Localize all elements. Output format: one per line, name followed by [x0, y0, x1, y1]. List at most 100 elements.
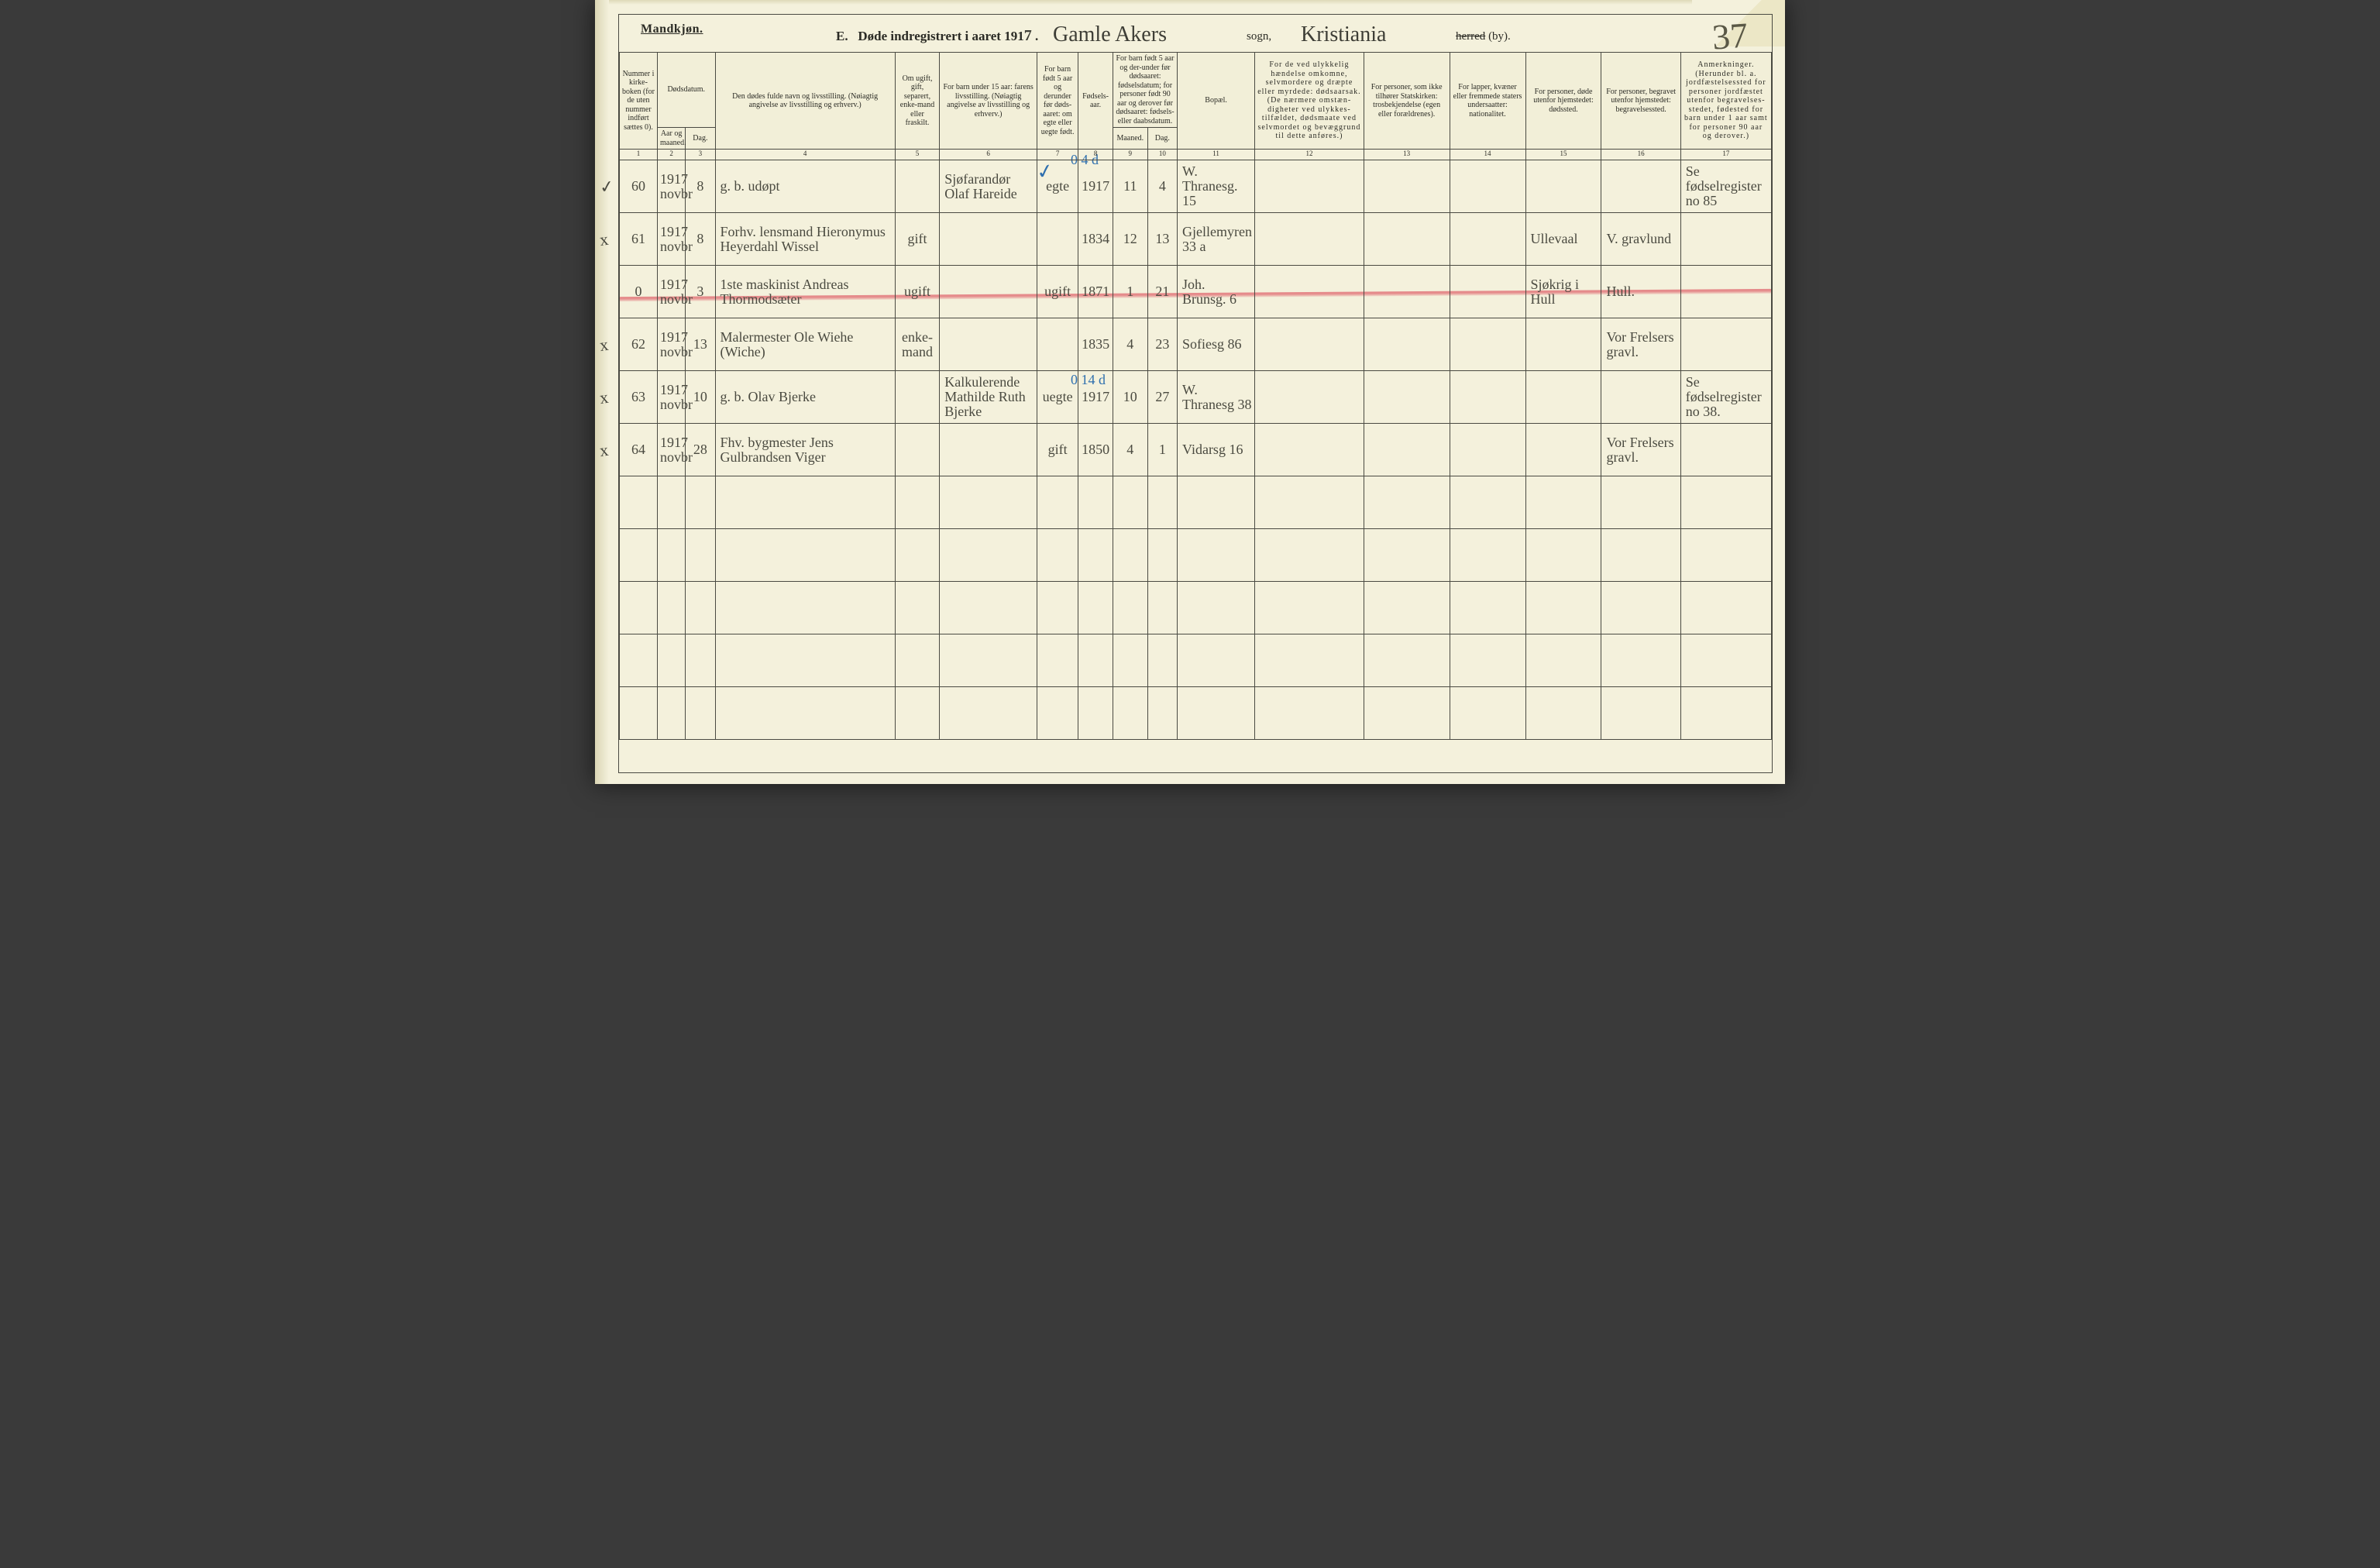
cell-b_m: 4 — [1113, 424, 1147, 476]
blank-cell — [1113, 582, 1147, 634]
cell-name: g. b. udøpt — [715, 160, 895, 213]
col-3-header: Dag. — [686, 128, 715, 150]
cell-parent: Sjøfarandør Olaf Hareide — [940, 160, 1037, 213]
blank-cell — [1078, 529, 1113, 582]
cell-year_month: 1917 novbr — [657, 266, 685, 318]
blank-cell — [1364, 582, 1450, 634]
cell-year_month: 1917 novbr — [657, 424, 685, 476]
cell-legit: uegte — [1037, 371, 1078, 424]
blank-cell — [1113, 634, 1147, 687]
blank-cell — [715, 582, 895, 634]
blank-cell — [657, 529, 685, 582]
cell-residence: W. Thranesg. 15 — [1178, 160, 1255, 213]
cell-civil: gift — [895, 213, 940, 266]
col-11-header: Bopæl. — [1178, 53, 1255, 150]
blank-cell — [1178, 529, 1255, 582]
cell-parent: Kalkulerende Mathilde Ruth Bjerke — [940, 371, 1037, 424]
col-6-header: For barn under 15 aar: farens livsstilli… — [940, 53, 1037, 150]
blank-cell — [1113, 476, 1147, 529]
table-row: 63x1917 novbr10g. b. Olav BjerkeKalkuler… — [620, 371, 1772, 424]
col-7-header: For barn født 5 aar og derunder før døds… — [1037, 53, 1078, 150]
ledger-header: Nummer i kirke-boken (for de uten nummer… — [620, 53, 1772, 160]
table-row: 64x1917 novbr28Fhv. bygmester Jens Gulbr… — [620, 424, 1772, 476]
col-15-header: For personer, døde utenfor hjemstedet: d… — [1525, 53, 1601, 150]
blank-cell — [1113, 687, 1147, 740]
cell-b_m: 12 — [1113, 213, 1147, 266]
cell-b_d: 1 — [1147, 424, 1177, 476]
blank-cell — [1113, 529, 1147, 582]
cell-year_month: 1917 novbr — [657, 160, 685, 213]
cell-num: 63x — [620, 371, 658, 424]
blank-cell — [1037, 634, 1078, 687]
blank-cell — [1364, 634, 1450, 687]
blank-cell — [1601, 476, 1680, 529]
cell-legit — [1037, 318, 1078, 371]
cell-burial — [1601, 371, 1680, 424]
cell-birthyear: 1917 — [1078, 160, 1113, 213]
blank-cell — [1364, 529, 1450, 582]
cell-nat — [1450, 213, 1525, 266]
column-number: 14 — [1450, 150, 1525, 160]
blank-cell — [1525, 687, 1601, 740]
cell-cause — [1255, 160, 1364, 213]
blank-cell — [1601, 582, 1680, 634]
blank-cell — [1255, 687, 1364, 740]
cell-deathplace — [1525, 318, 1601, 371]
cell-nat — [1450, 266, 1525, 318]
cell-notes — [1680, 213, 1771, 266]
table-row: 01917 novbr31ste maskinist Andreas Thorm… — [620, 266, 1772, 318]
blank-cell — [1680, 634, 1771, 687]
blank-cell — [940, 529, 1037, 582]
cell-civil — [895, 160, 940, 213]
blank-cell — [1525, 476, 1601, 529]
blank-cell — [686, 634, 715, 687]
column-number: 3 — [686, 150, 715, 160]
cell-burial — [1601, 160, 1680, 213]
blank-cell — [620, 687, 658, 740]
cell-notes: Se fødselregister no 38. — [1680, 371, 1771, 424]
blank-row — [620, 529, 1772, 582]
column-number: 12 — [1255, 150, 1364, 160]
blank-row — [620, 687, 1772, 740]
blank-cell — [1255, 529, 1364, 582]
cell-day: 3 — [686, 266, 715, 318]
cell-notes — [1680, 318, 1771, 371]
blank-cell — [620, 582, 658, 634]
cell-notes — [1680, 266, 1771, 318]
cell-faith — [1364, 213, 1450, 266]
blank-cell — [1178, 687, 1255, 740]
parish-handwriting: Gamle Akers — [1053, 22, 1167, 47]
column-number: 1 — [620, 150, 658, 160]
blank-cell — [1078, 476, 1113, 529]
cell-deathplace — [1525, 160, 1601, 213]
scanned-ledger-page: 37 0 4 d ✓ 0 14 d Mandkjøn. E. Døde indr… — [595, 0, 1785, 784]
cell-birthyear: 1835 — [1078, 318, 1113, 371]
column-number: 2 — [657, 150, 685, 160]
column-number: 11 — [1178, 150, 1255, 160]
blank-cell — [895, 687, 940, 740]
blank-cell — [620, 529, 658, 582]
cell-b_m: 4 — [1113, 318, 1147, 371]
blank-cell — [940, 634, 1037, 687]
blank-cell — [1255, 582, 1364, 634]
blank-cell — [1037, 476, 1078, 529]
cell-name: Fhv. bygmester Jens Gulbrandsen Viger — [715, 424, 895, 476]
cell-burial: Hull. — [1601, 266, 1680, 318]
blank-cell — [1450, 687, 1525, 740]
blank-cell — [657, 687, 685, 740]
column-number: 13 — [1364, 150, 1450, 160]
blank-cell — [1601, 634, 1680, 687]
blank-cell — [686, 529, 715, 582]
cell-cause — [1255, 213, 1364, 266]
blank-cell — [1147, 476, 1177, 529]
cell-b_m: 11 — [1113, 160, 1147, 213]
cell-legit — [1037, 213, 1078, 266]
column-number: 6 — [940, 150, 1037, 160]
cell-cause — [1255, 318, 1364, 371]
col-16-header: For personer, begravet utenfor hjemstede… — [1601, 53, 1680, 150]
blank-cell — [1147, 582, 1177, 634]
cell-cause — [1255, 424, 1364, 476]
herred-label: herred (by). — [1456, 30, 1511, 43]
blank-row — [620, 634, 1772, 687]
blank-cell — [1147, 687, 1177, 740]
